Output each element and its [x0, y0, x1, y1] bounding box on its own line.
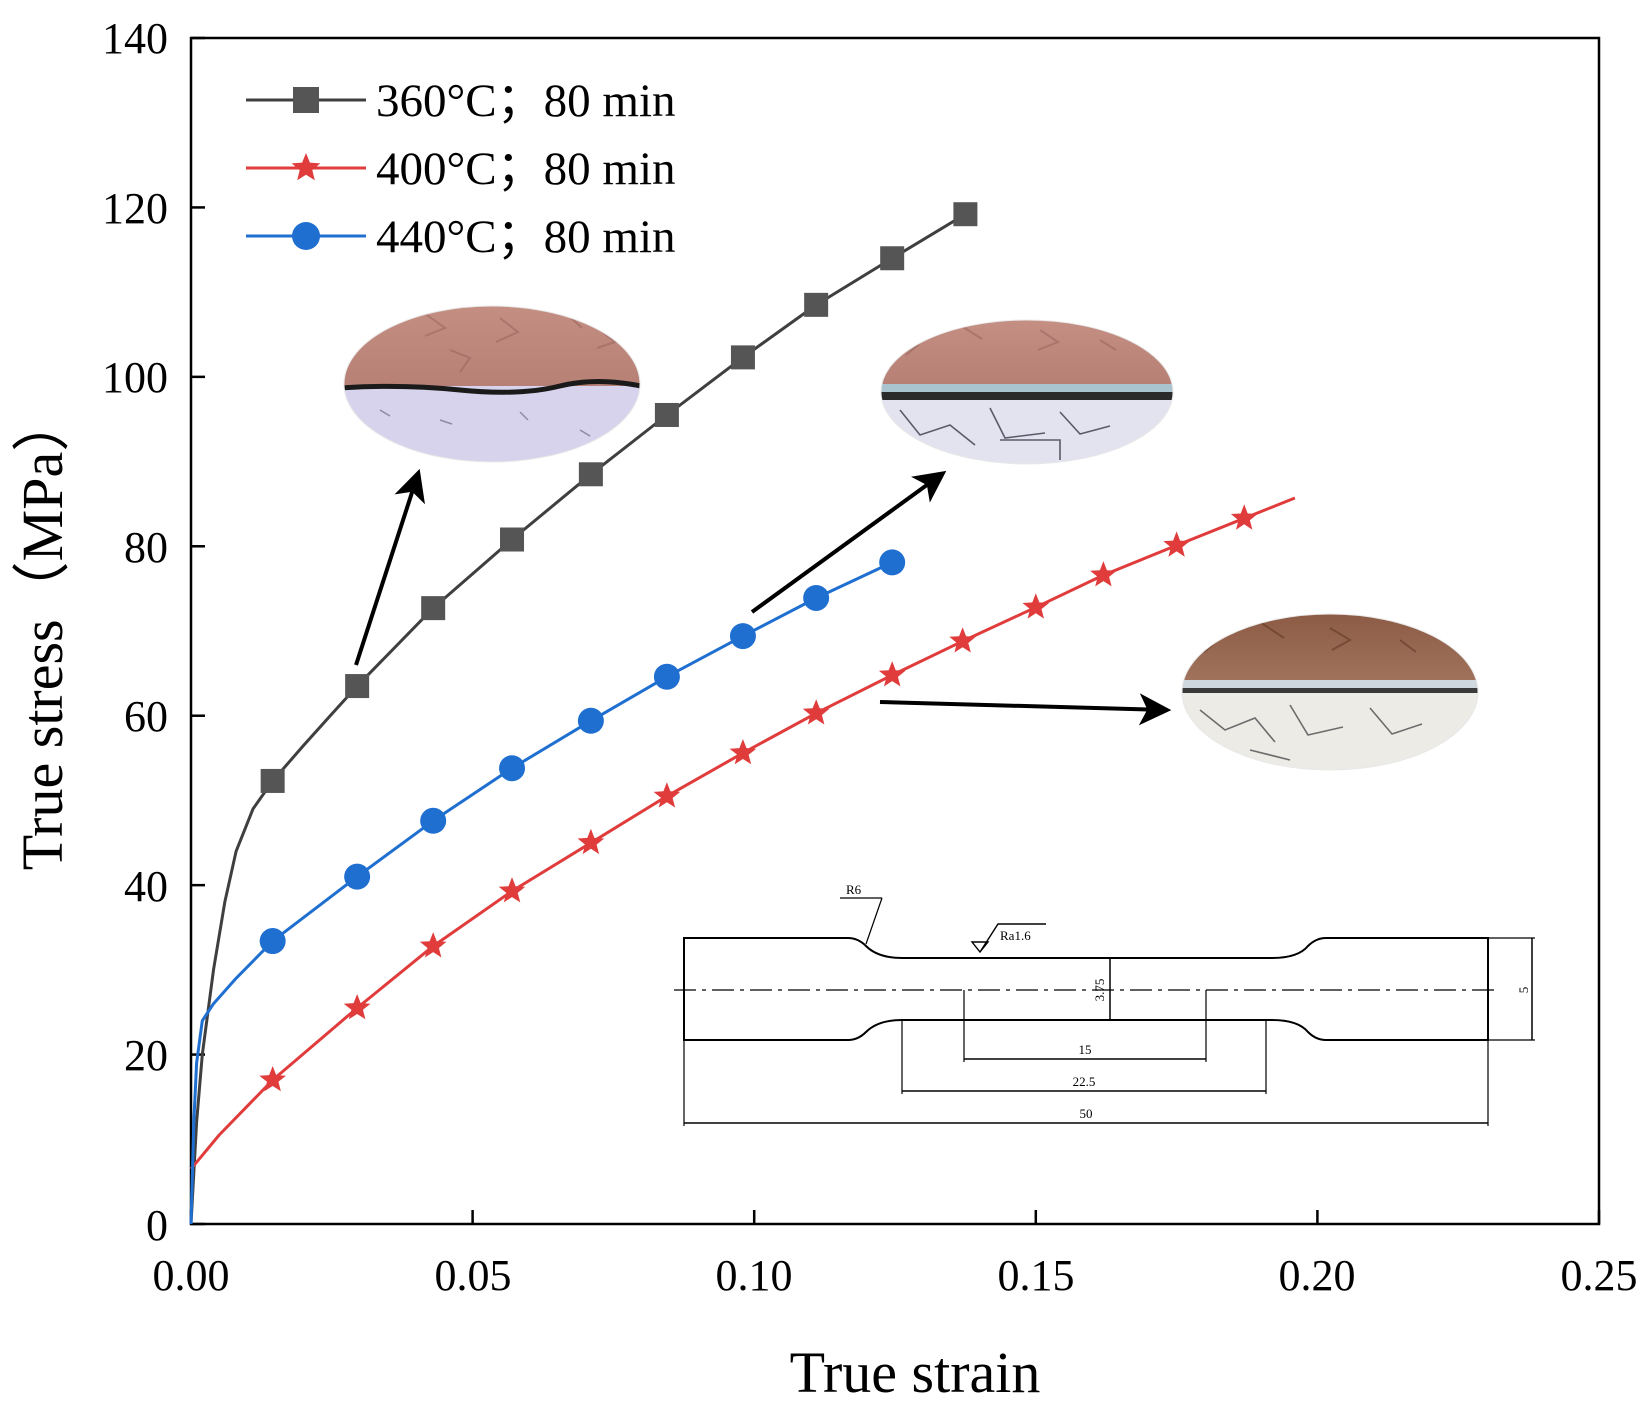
dim-parallel-length: 22.5: [1073, 1074, 1096, 1089]
dim-thickness: 3.75: [1092, 979, 1107, 1002]
data-point-star: [1163, 531, 1190, 557]
data-point-square: [804, 292, 829, 317]
y-axis-title: True stress（MPa）: [10, 394, 75, 870]
series-layer: [189, 202, 1296, 1225]
series-line: [189, 558, 902, 1225]
series-line: [189, 496, 1296, 1170]
legend-label-400c: 400°C；80 min: [376, 143, 676, 195]
y-tick-label: 0: [146, 1201, 168, 1250]
data-point-circle: [577, 707, 604, 734]
dim-roughness: Ra1.6: [1000, 928, 1031, 943]
y-tick-label: 120: [102, 184, 168, 233]
x-tick-label: 0.15: [998, 1251, 1075, 1300]
data-point-circle: [259, 928, 286, 955]
data-point-square: [345, 674, 370, 699]
data-point-star: [419, 932, 447, 958]
data-point-square: [654, 402, 679, 427]
y-tick-label: 80: [124, 523, 168, 572]
dim-total-length: 50: [1080, 1106, 1093, 1121]
data-point-star: [498, 877, 526, 903]
x-tick-labels: 0.00 0.05 0.10 0.15 0.20 0.25: [153, 1251, 1638, 1300]
data-point-star: [653, 782, 681, 808]
data-point-star: [1090, 561, 1117, 587]
x-axis-title: True strain: [790, 1340, 1041, 1405]
plot-frame: [189, 36, 1601, 1226]
x-tick-label: 0.05: [435, 1251, 512, 1300]
data-point-star: [1022, 593, 1050, 619]
y-tick-label: 20: [124, 1031, 168, 1080]
legend-label-360c: 360°C；80 min: [376, 75, 676, 127]
y-tick-label: 100: [102, 353, 168, 402]
series-square: [189, 202, 978, 1225]
data-point-star: [343, 994, 371, 1020]
data-point-square: [421, 596, 446, 621]
series-star: [189, 496, 1296, 1170]
legend-entry-400c: 400°C；80 min: [246, 143, 676, 195]
data-point-star: [577, 828, 605, 855]
legend-marker-square: [293, 87, 319, 113]
y-tick-label: 140: [102, 14, 168, 63]
legend: 360°C；80 min 400°C；80 min 440°C；80 min: [246, 75, 676, 263]
micrograph-inset-440c: [1181, 613, 1479, 771]
data-point-square: [730, 345, 755, 370]
legend-entry-360c: 360°C；80 min: [246, 75, 676, 127]
x-tick-label: 0.10: [716, 1251, 793, 1300]
data-point-square: [880, 246, 905, 271]
data-point-circle: [729, 623, 756, 650]
data-point-circle: [803, 584, 830, 611]
data-point-star: [949, 627, 976, 653]
y-tick-label: 40: [124, 862, 168, 911]
x-tick-label: 0.20: [1279, 1251, 1356, 1300]
legend-marker-circle: [292, 222, 320, 250]
data-point-circle: [499, 755, 526, 782]
series-circle: [189, 549, 906, 1225]
data-point-star: [878, 661, 906, 687]
data-point-square: [260, 768, 285, 793]
data-point-circle: [344, 863, 371, 890]
dim-width: 5: [1516, 987, 1531, 994]
axis-ticks: [189, 36, 1601, 1226]
data-point-star: [802, 699, 830, 725]
y-tick-labels: 0 20 40 60 80 100 120 140: [102, 14, 168, 1250]
data-point-circle: [879, 549, 906, 576]
legend-marker-star: [291, 153, 321, 181]
data-point-circle: [653, 663, 680, 690]
arrow-to-inset-440c: [879, 693, 1172, 726]
data-point-square: [578, 462, 603, 487]
data-point-star: [259, 1066, 286, 1092]
y-tick-label: 60: [124, 692, 168, 741]
micrograph-inset-360c: [343, 305, 641, 463]
legend-entry-440c: 440°C；80 min: [246, 211, 676, 263]
dim-gauge-length: 15: [1079, 1042, 1092, 1057]
data-point-star: [729, 739, 757, 765]
legend-label-440c: 440°C；80 min: [376, 211, 676, 263]
micrograph-inset-400c: [880, 319, 1174, 465]
data-point-square: [500, 527, 525, 552]
data-point-circle: [420, 807, 447, 834]
data-point-square: [953, 202, 978, 227]
data-point-star: [1230, 504, 1258, 530]
x-tick-label: 0.00: [153, 1251, 230, 1300]
specimen-dimension-labels: R6 Ra1.6 3.75 5 15 22.5 50: [846, 882, 1531, 1121]
arrow-to-inset-400c: [750, 470, 947, 614]
x-tick-label: 0.25: [1561, 1251, 1638, 1300]
arrow-to-inset-360c: [354, 468, 425, 666]
specimen-outline: [683, 937, 1489, 1041]
dim-radius: R6: [846, 882, 862, 897]
specimen-drawing: [674, 897, 1535, 1126]
